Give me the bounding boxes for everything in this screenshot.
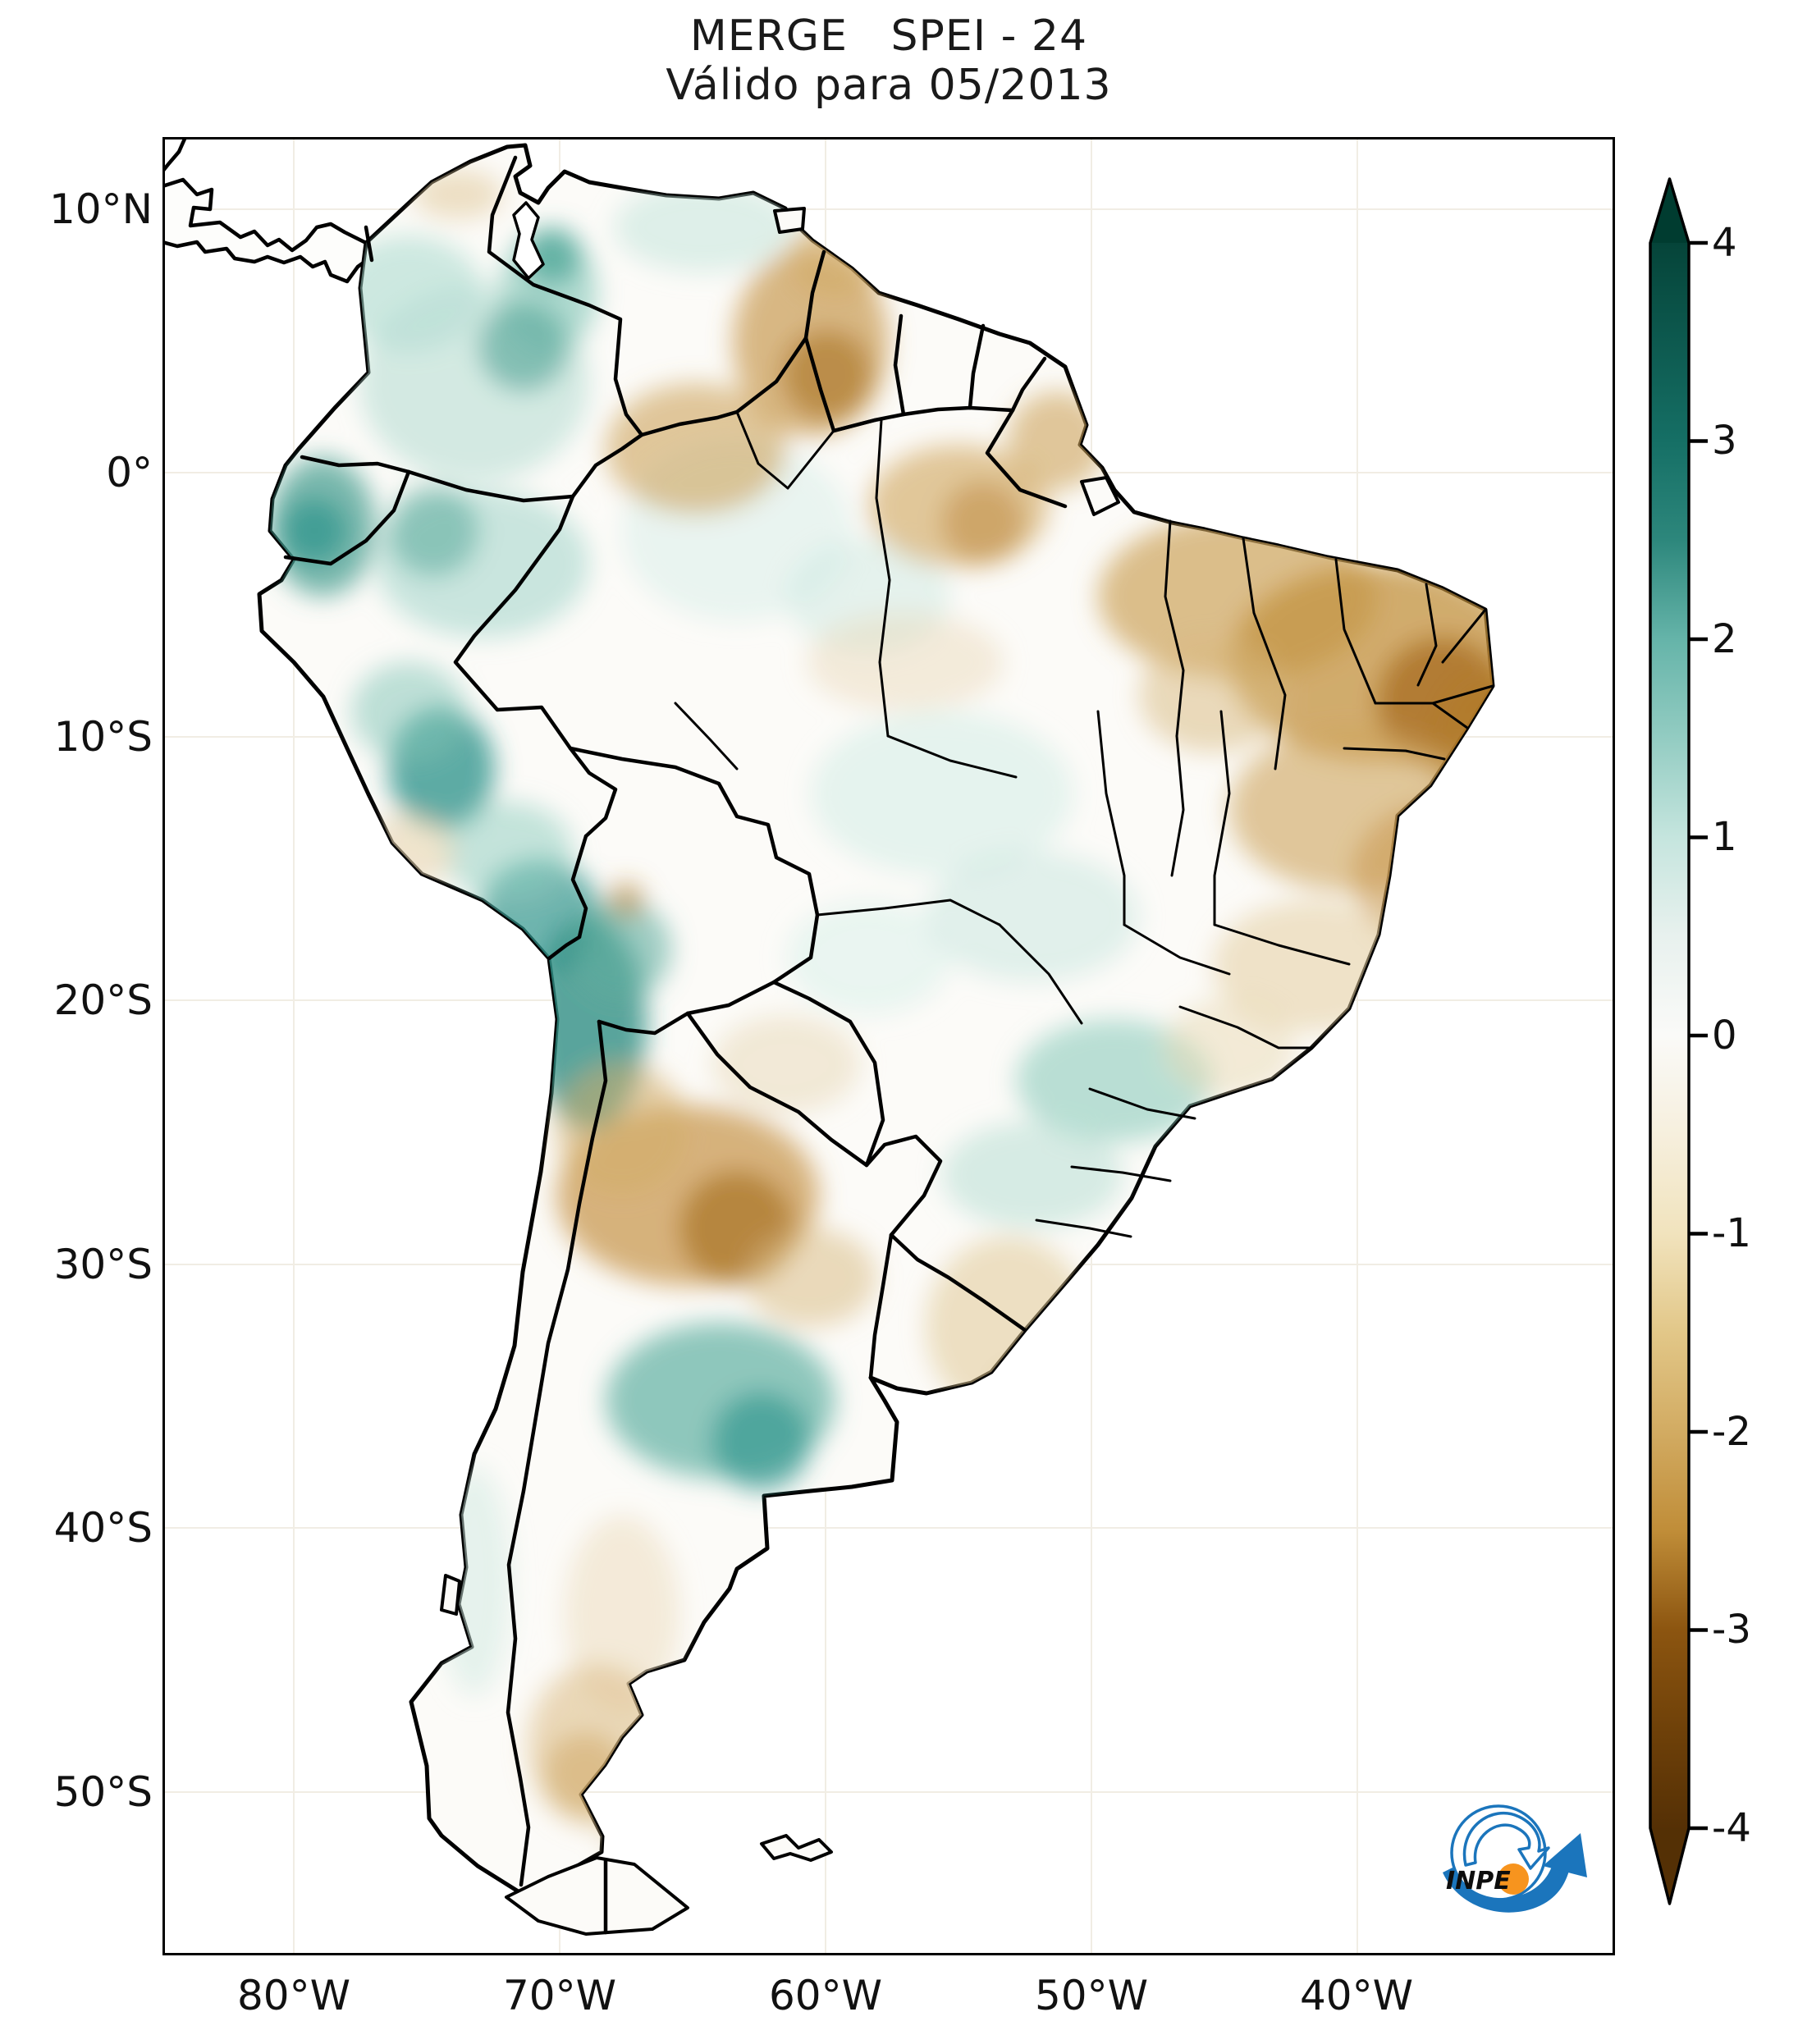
x-tick-80w: 80°W — [236, 1972, 351, 2019]
x-tick-50w: 50°W — [1034, 1972, 1149, 2019]
tierra-del-fuego — [505, 1856, 689, 1936]
state-borders — [674, 410, 1494, 1238]
x-tick-70w: 70°W — [502, 1972, 617, 2019]
y-tick-0: 0° — [106, 449, 153, 496]
logo-orange-ball-icon — [1498, 1863, 1529, 1895]
country-borders — [283, 155, 1068, 1935]
y-tick-10n: 10°N — [48, 185, 153, 233]
cb-tick-m1: -1 — [1712, 1210, 1751, 1256]
colorbar — [1629, 164, 1727, 1928]
colorbar-body — [1650, 243, 1689, 1828]
y-tick-10s: 10°S — [53, 713, 153, 761]
south-america-map — [160, 136, 1615, 1955]
page-title: MERGE SPEI - 24 — [689, 11, 1088, 61]
logo-arrowhead-icon — [1543, 1833, 1587, 1877]
islands — [440, 201, 1120, 1936]
y-tick-40s: 40°S — [53, 1504, 153, 1552]
logo-wave-arrow-icon — [1462, 1811, 1550, 1870]
map-plot-area — [160, 136, 1615, 1955]
cb-tick-1: 1 — [1712, 814, 1737, 860]
falkland-islands — [760, 1834, 833, 1862]
lake-maracaibo — [512, 201, 545, 280]
chiloe-island — [440, 1574, 461, 1616]
x-tick-60w: 60°W — [768, 1972, 883, 2019]
marajo-island — [1080, 476, 1120, 516]
colorbar-arrow-down — [1650, 1828, 1689, 1904]
cb-tick-3: 3 — [1712, 418, 1737, 464]
logo-swoosh-arrow-icon — [1443, 1864, 1569, 1913]
colorbar-arrow-up — [1650, 179, 1689, 243]
y-tick-30s: 30°S — [53, 1241, 153, 1288]
colorbar-ticks — [1689, 240, 1708, 1831]
cb-tick-2: 2 — [1712, 616, 1737, 662]
cb-tick-m2: -2 — [1712, 1409, 1751, 1455]
cb-tick-4: 4 — [1712, 220, 1737, 266]
trinidad-island — [773, 207, 806, 234]
page-subtitle: Válido para 05/2013 — [666, 61, 1112, 110]
x-tick-40w: 40°W — [1299, 1972, 1414, 2019]
y-tick-20s: 20°S — [53, 976, 153, 1024]
logo-text: INPE — [1446, 1867, 1511, 1895]
inpe-logo: INPE — [1434, 1787, 1590, 1923]
plot-frame — [162, 137, 1615, 1955]
cb-tick-m4: -4 — [1712, 1805, 1751, 1851]
cb-tick-m3: -3 — [1712, 1607, 1751, 1653]
cb-tick-0: 0 — [1712, 1013, 1737, 1059]
y-tick-50s: 50°S — [53, 1768, 153, 1816]
